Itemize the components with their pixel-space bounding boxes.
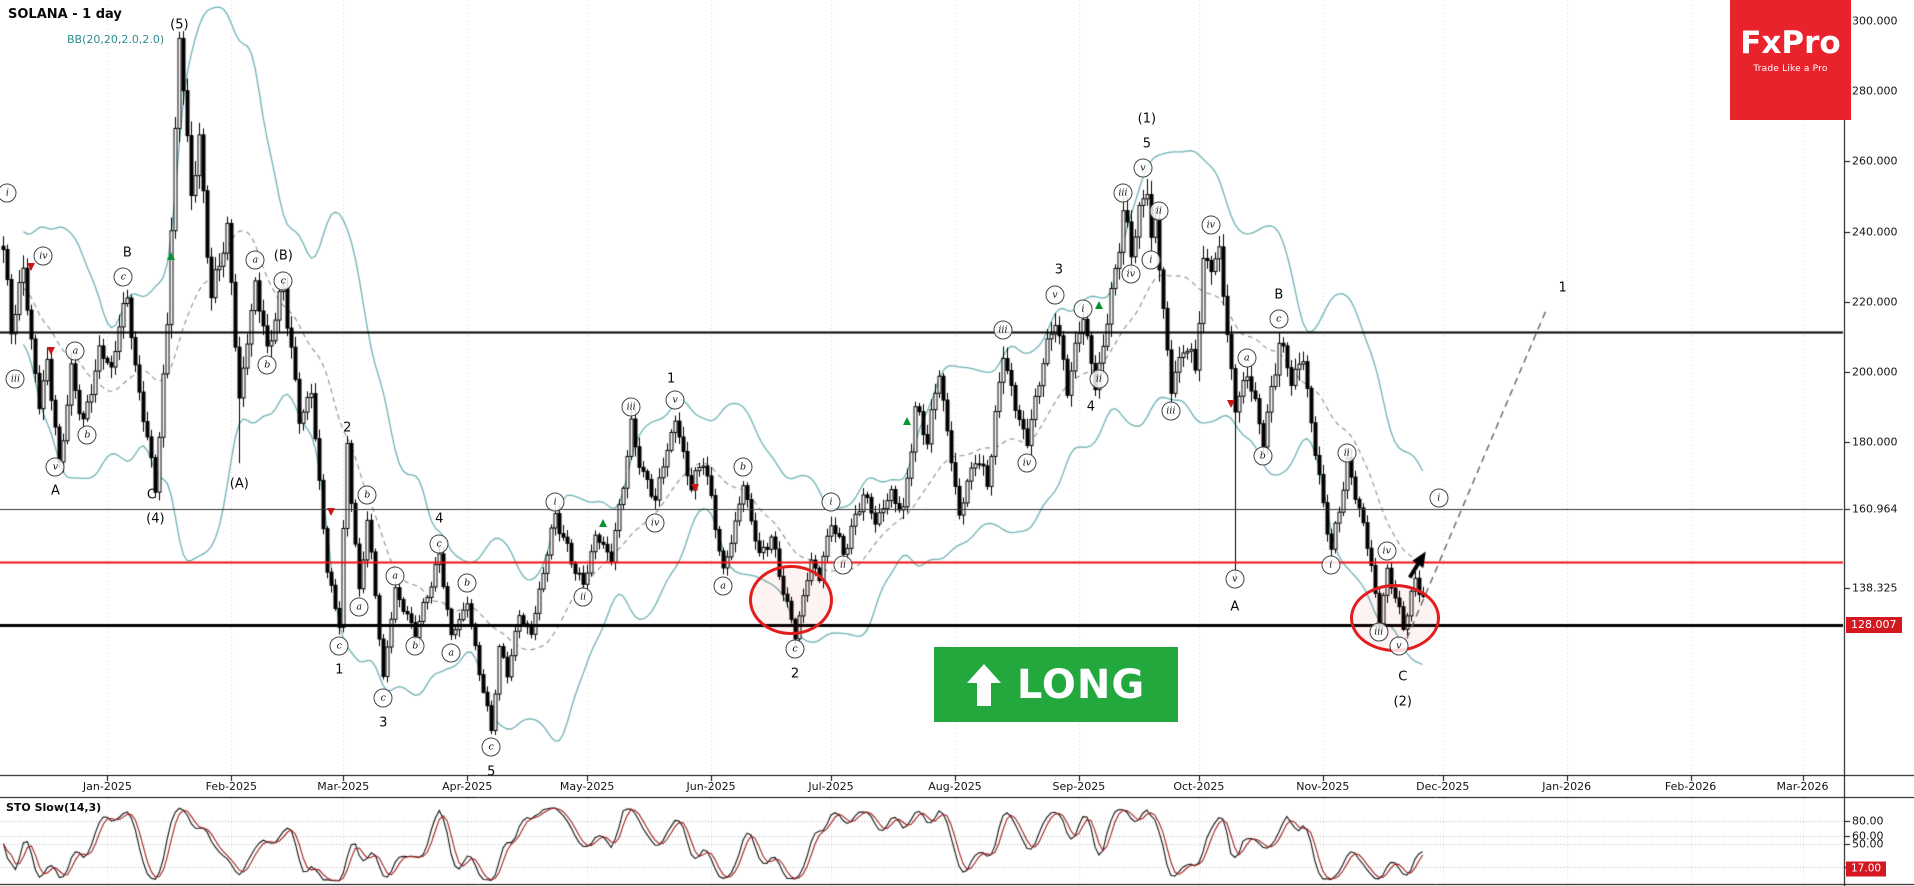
stochastic-indicator-label: STO Slow(14,3) bbox=[6, 801, 102, 814]
long-signal-label: LONG bbox=[1016, 661, 1146, 708]
fxpro-logo-tagline: Trade Like a Pro bbox=[1753, 64, 1828, 74]
bollinger-indicator-label: BB(20,20,2.0,2.0) bbox=[67, 33, 165, 46]
long-signal-banner[interactable]: LONG bbox=[934, 647, 1178, 722]
up-arrow-icon bbox=[966, 663, 1001, 706]
fxpro-logo: FxPro Trade Like a Pro bbox=[1730, 0, 1851, 120]
symbol-title: SOLANA - 1 day bbox=[8, 7, 122, 22]
fxpro-logo-text: FxPro bbox=[1740, 25, 1841, 61]
